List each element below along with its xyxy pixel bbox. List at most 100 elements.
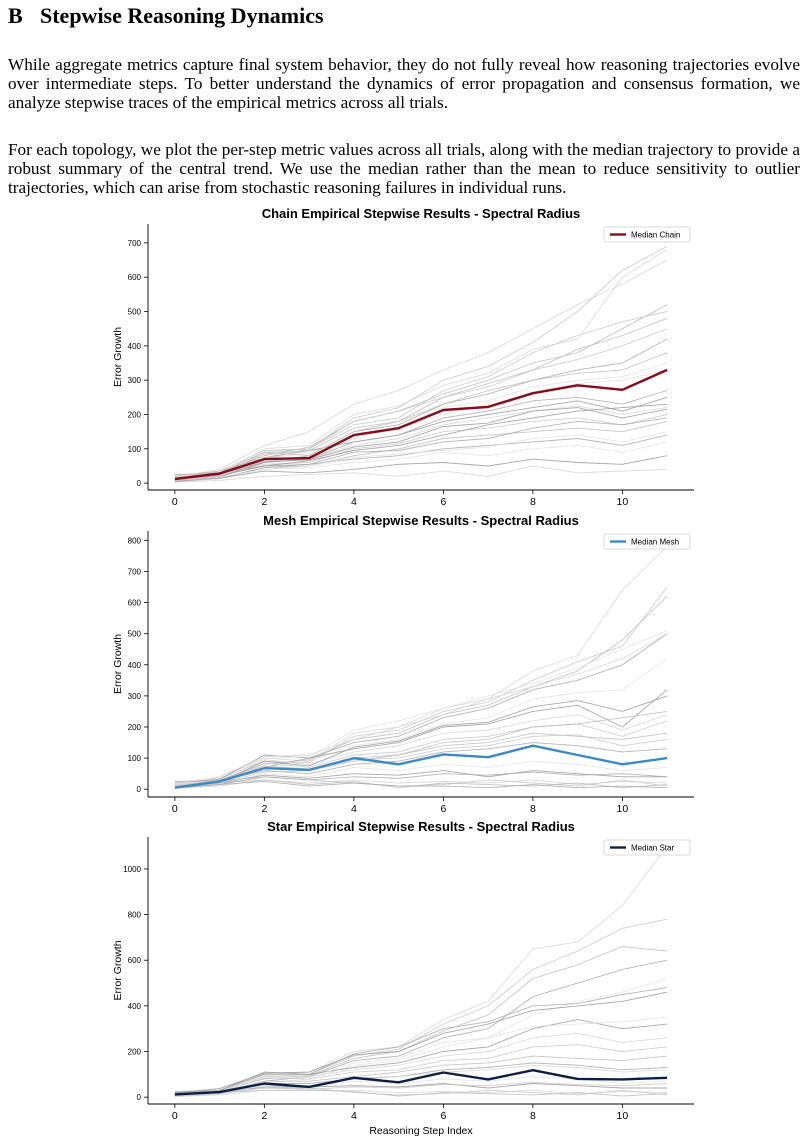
trial-line bbox=[174, 403, 668, 481]
trial-line bbox=[174, 1044, 668, 1096]
chart-panel-1: Mesh Empirical Stepwise Results - Spectr… bbox=[112, 513, 694, 815]
chart-panel-2: Star Empirical Stepwise Results - Spectr… bbox=[112, 819, 694, 1137]
trial-line bbox=[174, 1019, 668, 1094]
trial-line bbox=[174, 742, 668, 782]
stepwise-figure: Chain Empirical Stepwise Results - Spect… bbox=[112, 206, 694, 1137]
x-tick-label: 8 bbox=[530, 803, 536, 815]
y-tick-label: 0 bbox=[137, 785, 142, 794]
x-tick-label: 4 bbox=[351, 1110, 357, 1122]
x-tick-label: 2 bbox=[261, 803, 267, 815]
y-tick-label: 700 bbox=[128, 239, 142, 248]
legend: Median Mesh bbox=[603, 533, 691, 550]
trial-line bbox=[174, 710, 668, 787]
trial-line bbox=[174, 630, 668, 786]
y-tick-label: 1000 bbox=[123, 865, 141, 874]
trial-line bbox=[174, 249, 668, 482]
y-tick-label: 500 bbox=[128, 630, 142, 639]
trial-line bbox=[174, 304, 668, 481]
y-axis-label: Error Growth bbox=[112, 940, 124, 1000]
chart-panel-0: Chain Empirical Stepwise Results - Spect… bbox=[112, 206, 694, 508]
y-tick-label: 700 bbox=[128, 567, 142, 576]
trial-line bbox=[174, 946, 668, 1096]
x-axis-label: Reasoning Step Index bbox=[369, 1125, 473, 1137]
trial-line bbox=[174, 714, 668, 786]
x-tick-label: 6 bbox=[440, 496, 446, 508]
trial-line bbox=[174, 245, 668, 481]
y-tick-label: 300 bbox=[128, 376, 142, 385]
y-tick-label: 500 bbox=[128, 308, 142, 317]
x-tick-label: 10 bbox=[617, 803, 629, 815]
chart-title: Chain Empirical Stepwise Results - Spect… bbox=[262, 206, 581, 221]
trial-line bbox=[174, 845, 668, 1097]
legend-label: Median Star bbox=[631, 844, 674, 853]
median-line bbox=[174, 368, 668, 481]
trial-line bbox=[174, 390, 668, 482]
y-tick-label: 600 bbox=[128, 956, 142, 965]
x-tick-label: 8 bbox=[530, 1110, 536, 1122]
trial-line bbox=[174, 1089, 668, 1097]
legend-box bbox=[603, 839, 691, 856]
legend-box bbox=[603, 533, 691, 550]
median-line bbox=[174, 1069, 668, 1096]
trial-line bbox=[174, 1081, 668, 1097]
trial-line bbox=[174, 991, 668, 1094]
median-line bbox=[174, 744, 668, 789]
y-tick-label: 600 bbox=[128, 599, 142, 608]
y-tick-label: 0 bbox=[137, 1093, 142, 1102]
x-tick-label: 4 bbox=[351, 496, 357, 508]
trial-line bbox=[174, 771, 668, 789]
y-tick-label: 400 bbox=[128, 342, 142, 351]
trial-line bbox=[174, 689, 668, 784]
y-tick-label: 400 bbox=[128, 1002, 142, 1011]
x-tick-label: 0 bbox=[172, 496, 178, 508]
trial-line bbox=[174, 405, 668, 479]
trial-line bbox=[174, 417, 668, 483]
trial-line bbox=[174, 695, 668, 788]
trial-line bbox=[174, 987, 668, 1095]
trial-line bbox=[174, 317, 668, 481]
chart-title: Mesh Empirical Stepwise Results - Spectr… bbox=[263, 513, 579, 528]
x-tick-label: 4 bbox=[351, 803, 357, 815]
trial-line bbox=[174, 1032, 668, 1095]
legend-label: Median Chain bbox=[631, 231, 680, 240]
trial-line bbox=[174, 734, 668, 788]
x-tick-label: 2 bbox=[261, 1110, 267, 1122]
x-tick-label: 6 bbox=[440, 803, 446, 815]
trial-line bbox=[174, 1055, 668, 1096]
y-tick-label: 100 bbox=[128, 445, 142, 454]
y-tick-label: 600 bbox=[128, 273, 142, 282]
y-tick-label: 800 bbox=[128, 911, 142, 920]
trial-line bbox=[174, 1016, 668, 1096]
trial-line bbox=[174, 414, 668, 481]
trial-line bbox=[174, 595, 668, 787]
trial-line bbox=[174, 434, 668, 476]
legend-label: Median Mesh bbox=[631, 538, 679, 547]
x-tick-label: 6 bbox=[440, 1110, 446, 1122]
y-tick-label: 0 bbox=[137, 479, 142, 488]
trial-line bbox=[174, 546, 668, 789]
chart-title: Star Empirical Stepwise Results - Spectr… bbox=[267, 819, 575, 834]
x-tick-label: 0 bbox=[172, 803, 178, 815]
trial-line bbox=[174, 780, 668, 789]
legend: Median Chain bbox=[603, 226, 691, 243]
section-number: B bbox=[8, 3, 23, 28]
trial-line bbox=[174, 352, 668, 481]
y-tick-label: 100 bbox=[128, 754, 142, 763]
section-title: Stepwise Reasoning Dynamics bbox=[40, 3, 324, 28]
trial-line bbox=[174, 431, 668, 481]
trial-line bbox=[174, 362, 668, 480]
trial-line bbox=[174, 779, 668, 789]
trial-line bbox=[174, 959, 668, 1097]
legend-box bbox=[603, 226, 691, 243]
y-tick-label: 300 bbox=[128, 692, 142, 701]
paragraph-method: For each topology, we plot the per-step … bbox=[8, 140, 800, 197]
section-heading: B Stepwise Reasoning Dynamics bbox=[8, 3, 324, 29]
x-tick-label: 0 bbox=[172, 1110, 178, 1122]
x-tick-label: 10 bbox=[617, 496, 629, 508]
y-tick-label: 200 bbox=[128, 723, 142, 732]
x-tick-label: 2 bbox=[261, 496, 267, 508]
trial-line bbox=[174, 720, 668, 787]
y-tick-label: 800 bbox=[128, 536, 142, 545]
trial-line bbox=[174, 455, 668, 481]
